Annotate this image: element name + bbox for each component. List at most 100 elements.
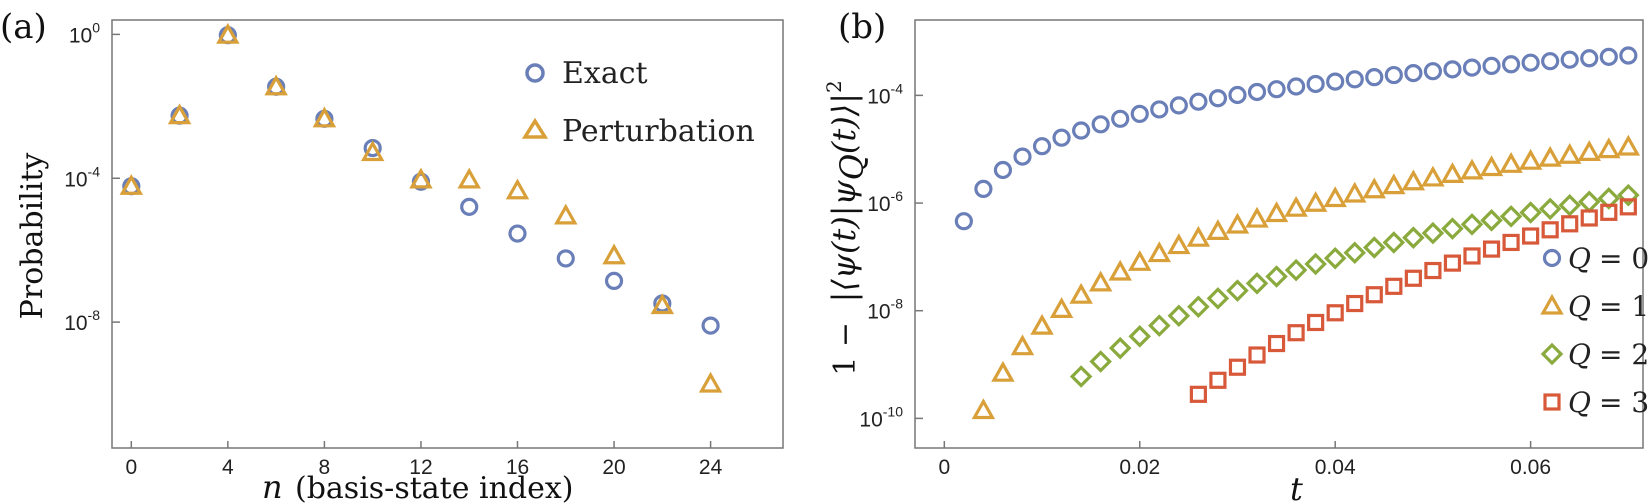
panel-b-label: (b) [838, 7, 886, 47]
q3-point [1307, 313, 1325, 332]
panel-a-x-axis-var: n [262, 468, 283, 504]
q1-point [1167, 233, 1191, 255]
q0-point [1599, 47, 1618, 66]
legend-exact-marker [525, 63, 545, 83]
q3-point [1600, 203, 1618, 221]
q2-point [1382, 231, 1406, 254]
q0-point [1326, 72, 1345, 91]
panel-a-x-axis-rest: (basis-state index) [295, 471, 574, 504]
q2-point [1167, 304, 1191, 328]
q1-point [1010, 334, 1035, 356]
q1-point [1186, 225, 1211, 247]
q0-point [954, 212, 973, 231]
y-tick-label: 10-4 [867, 80, 903, 108]
q1-point [1225, 212, 1250, 234]
q1-point [1088, 270, 1113, 292]
legend-perturbation-marker [521, 117, 549, 139]
panel-b-frame [914, 19, 1644, 449]
q0-point [1130, 104, 1149, 123]
legend-q1-marker [1540, 293, 1564, 315]
q0-point [1032, 137, 1052, 156]
q1-point [971, 398, 996, 420]
q1-point [1147, 241, 1172, 263]
x-tick-label: 16 [506, 456, 529, 479]
q0-point [1013, 147, 1032, 166]
q3-point [1580, 209, 1598, 227]
panel-b-x-axis-title: t [1290, 470, 1303, 504]
q3-point [1385, 277, 1403, 295]
q2-point [1499, 205, 1523, 228]
y-tick-label: 10-10 [859, 403, 903, 431]
q1-point [1518, 148, 1543, 170]
q1-point [1557, 142, 1582, 164]
q1-point [1030, 313, 1054, 335]
q2-point [1421, 221, 1445, 245]
q0-point [1228, 85, 1247, 105]
legend-q0-label: Q = 0 [1568, 242, 1649, 275]
q0-point [1247, 82, 1267, 102]
panel-b-y-sup: 2 [822, 80, 846, 93]
q2-point [1089, 350, 1112, 373]
q0-point [1052, 128, 1071, 147]
q0-point [993, 160, 1013, 180]
q1-point [1069, 282, 1093, 304]
q2-point [1265, 265, 1288, 288]
x-tick-label: 20 [602, 456, 625, 479]
exact-point [508, 224, 527, 243]
q1-point [1597, 137, 1621, 159]
q0-point [1150, 100, 1169, 119]
q0-point [1072, 121, 1091, 140]
q2-point [1363, 236, 1386, 259]
q2-point [1538, 197, 1562, 221]
q3-point [1443, 254, 1462, 272]
panel-b-y-tail: (t)⟩| [825, 93, 863, 154]
q2-point [1304, 252, 1327, 276]
q1-point [1382, 173, 1406, 195]
q3-point [1522, 227, 1540, 245]
panel-a: (a) 0 4 8 12 16 20 24 100 10-4 10-8 Exact Pertur… [0, 7, 784, 504]
q1-point [1499, 152, 1523, 173]
x-tick-label: 0.02 [1119, 456, 1160, 479]
q2-point [1128, 325, 1152, 348]
q1-point [1616, 134, 1641, 156]
q0-point [1443, 60, 1462, 79]
panel-b-y-expr: |⟨ψ(t)|ψ [825, 179, 863, 302]
exact-point [701, 316, 720, 335]
q1-point [991, 360, 1015, 382]
panel-a-x-ticks: 0 4 8 12 16 20 24 [125, 441, 723, 479]
q2-point [1226, 279, 1249, 302]
panel-b: (b) 0 0.02 0.04 0.06 10-4 10-6 10-8 10-10 Q = 0… [822, 7, 1649, 504]
q1-point [1460, 158, 1484, 180]
q0-point [1560, 50, 1579, 69]
panel-b-y-sub: Q [833, 154, 871, 180]
x-tick-label: 0.06 [1510, 456, 1551, 479]
q1-point [1245, 206, 1269, 228]
legend-q1-label: Q = 1 [1568, 290, 1649, 323]
q0-point [1208, 89, 1228, 108]
q0-point [1287, 77, 1306, 96]
panel-b-marks [954, 46, 1641, 420]
q0-point [1111, 109, 1130, 128]
q3-point [1541, 221, 1559, 239]
q0-point [1619, 46, 1638, 65]
q3-point [1189, 385, 1207, 403]
legend-q0-marker [1542, 248, 1562, 268]
q3-point [1424, 261, 1442, 280]
panel-a-y-axis-title: Probability [15, 153, 50, 320]
q0-point [1521, 53, 1540, 72]
q2-point [1148, 314, 1171, 337]
panel-a-y-ticks: 100 10-4 10-8 [64, 19, 120, 335]
q1-point [1049, 297, 1074, 318]
perturbation-point [505, 178, 530, 200]
q0-point [1482, 56, 1501, 76]
perturbation-point [457, 167, 481, 189]
q0-point [1091, 115, 1110, 134]
q0-point [1169, 96, 1188, 115]
q0-point [1541, 52, 1560, 71]
perturbation-point [167, 103, 192, 125]
q3-point [1346, 294, 1364, 313]
q2-point [1323, 246, 1347, 270]
q0-point [1423, 62, 1443, 81]
q0-point [1306, 74, 1325, 94]
